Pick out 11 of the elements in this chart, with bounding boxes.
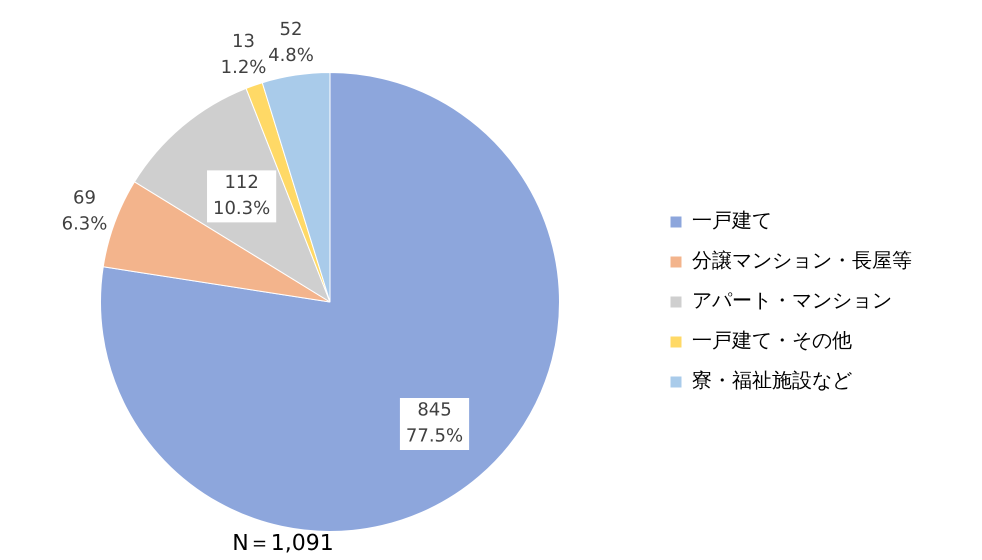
legend-label: 寮・福祉施設など (692, 368, 852, 392)
legend-label: 分譲マンション・長屋等 (692, 248, 912, 272)
legend-label: 一戸建て (692, 208, 772, 232)
data-label: 845 77.5% (406, 400, 464, 447)
text: N＝1,091 (231, 530, 335, 558)
data-label: 112 10.3% (213, 172, 270, 220)
legend-label: 一戸建て・その他 (692, 328, 852, 352)
data-label: 13 1.2% (220, 30, 266, 78)
legend-label: アパート・マンション (692, 288, 892, 312)
data-label: 69 6.3% (62, 187, 108, 234)
data-label: 52 4.8% (268, 18, 314, 66)
